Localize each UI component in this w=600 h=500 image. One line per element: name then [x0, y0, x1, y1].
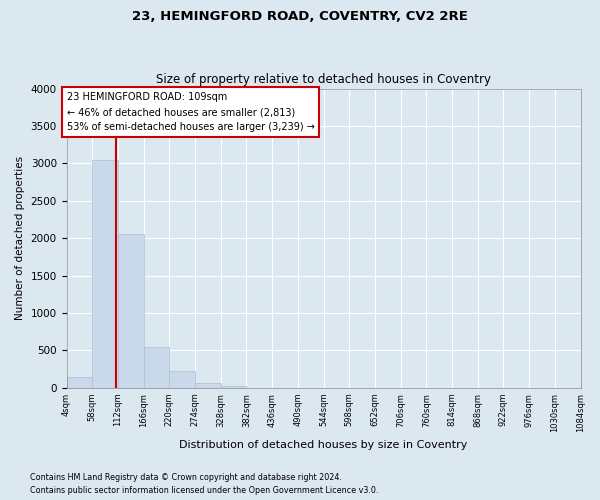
X-axis label: Distribution of detached houses by size in Coventry: Distribution of detached houses by size … — [179, 440, 468, 450]
Text: 23, HEMINGFORD ROAD, COVENTRY, CV2 2RE: 23, HEMINGFORD ROAD, COVENTRY, CV2 2RE — [132, 10, 468, 23]
Title: Size of property relative to detached houses in Coventry: Size of property relative to detached ho… — [156, 73, 491, 86]
Bar — [92, 160, 118, 388]
Bar — [221, 386, 247, 388]
Bar — [169, 372, 195, 388]
Bar — [143, 346, 169, 388]
Bar — [67, 376, 92, 388]
Bar — [118, 234, 143, 388]
Text: Contains HM Land Registry data © Crown copyright and database right 2024.
Contai: Contains HM Land Registry data © Crown c… — [30, 474, 379, 495]
Y-axis label: Number of detached properties: Number of detached properties — [15, 156, 25, 320]
Bar — [195, 384, 221, 388]
Text: 23 HEMINGFORD ROAD: 109sqm
← 46% of detached houses are smaller (2,813)
53% of s: 23 HEMINGFORD ROAD: 109sqm ← 46% of deta… — [67, 92, 314, 132]
